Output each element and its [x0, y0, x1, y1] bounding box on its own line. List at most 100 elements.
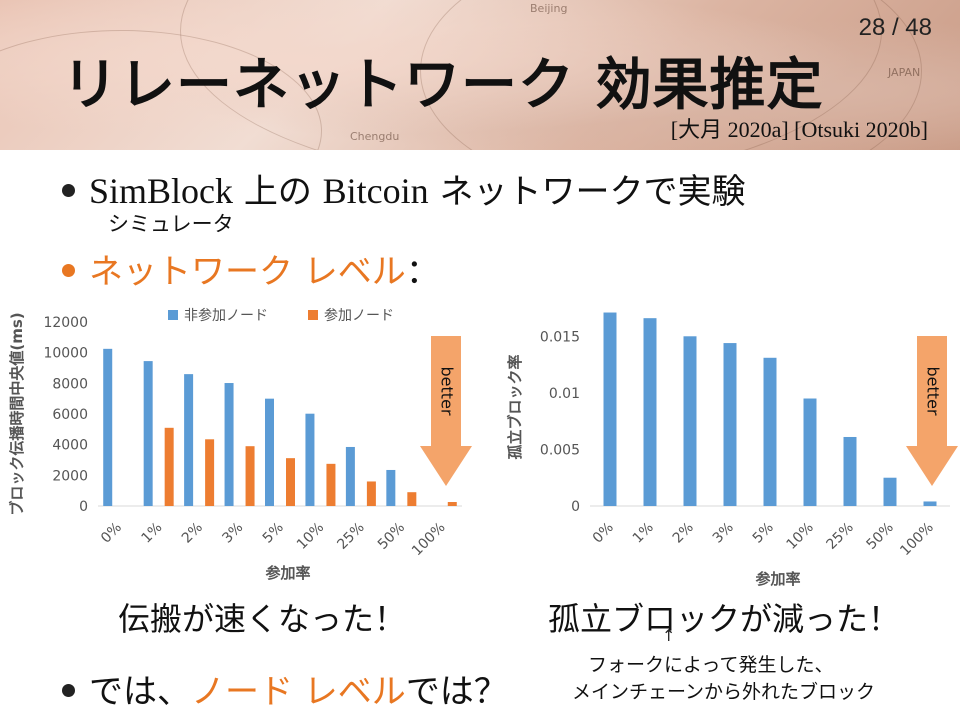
bar	[345, 446, 355, 506]
x-tick-label: 50%	[864, 520, 897, 553]
x-tick-label: 100%	[409, 520, 449, 560]
bar	[803, 398, 817, 506]
bar	[103, 348, 113, 506]
orphan-rate-chart: 0 0.005 0.01 0.015 0% 1% 2% 3% 5% 10% 25% 50% 100% 参加…	[506, 312, 958, 588]
caption-orphan: 孤立ブロックが減った！	[548, 600, 901, 638]
x-tick-label: 3%	[710, 520, 737, 547]
x-tick-label: 10%	[294, 520, 327, 553]
bar	[407, 492, 417, 506]
note-line: フォークによって発生した、	[588, 654, 834, 676]
note-line: メインチェーンから外れたブロック	[572, 681, 876, 703]
better-arrow	[420, 336, 472, 486]
x-tick-label: 0%	[590, 520, 617, 547]
x-tick-label: 5%	[750, 520, 777, 547]
x-tick-label: 1%	[630, 520, 657, 547]
simblock-text: SimBlock	[89, 171, 234, 211]
map-label: JAPAN	[888, 66, 921, 79]
x-tick-label: 1%	[138, 520, 165, 547]
bullet-text: では、	[89, 672, 191, 712]
legend-swatch-nonparticipating	[168, 310, 178, 320]
y-tick-label: 4000	[52, 438, 88, 454]
bar	[245, 446, 255, 506]
x-tick-label: 2%	[179, 520, 206, 547]
y-tick-label: 0.005	[540, 442, 580, 458]
bar	[883, 477, 897, 506]
better-label: better	[924, 367, 943, 416]
bullet-dot	[62, 264, 75, 277]
bar	[265, 398, 274, 506]
better-arrow-shape	[420, 336, 472, 486]
x-tick-label: 50%	[375, 520, 408, 553]
x-tick-label: 25%	[824, 520, 857, 553]
y-tick-label: 0	[79, 499, 88, 515]
bullet-dot	[62, 684, 75, 697]
x-tick-label: 10%	[784, 520, 817, 553]
y-tick-label: 2000	[52, 468, 88, 484]
x-axis-label: 参加率	[265, 564, 310, 582]
y-tick-label: 0.015	[540, 329, 580, 345]
bar	[184, 374, 194, 506]
x-tick-label: 100%	[897, 520, 937, 560]
y-tick-label: 10000	[43, 346, 88, 362]
bullet-network-level: ネットワーク レベル：	[62, 244, 440, 293]
caption-propagation: 伝搬が速くなった！	[118, 600, 407, 638]
better-label: better	[438, 367, 457, 416]
bar	[923, 501, 937, 506]
title-banner: Beijing JAPAN Chengdu 28 / 48 リレーネットワーク …	[0, 0, 960, 150]
propagation-time-chart: 0 2000 4000 6000 8000 10000 12000 0% 1% 2% 3% 5% 10%…	[8, 307, 472, 582]
x-tick-label: 5%	[260, 520, 287, 547]
map-label: Beijing	[530, 2, 568, 15]
bullet-text: では？	[405, 672, 508, 712]
legend-label-participating: 参加ノード	[324, 307, 394, 324]
references: [大月 2020a] [Otsuki 2020b]	[670, 117, 928, 142]
y-tick-label: 8000	[52, 376, 88, 392]
x-tick-label: 2%	[670, 520, 697, 547]
bar	[603, 312, 617, 506]
bitcoin-text: Bitcoin	[322, 171, 429, 211]
node-level-text: ノード レベル	[191, 672, 406, 712]
bullet-text: ネットワークで実験	[428, 172, 746, 212]
bar	[305, 413, 315, 506]
y-tick-label: 6000	[52, 407, 88, 423]
bar	[164, 427, 174, 506]
bar	[286, 458, 295, 506]
x-tick-label: 0%	[98, 520, 125, 547]
simulator-ruby: シミュレータ	[108, 212, 234, 236]
map-decoration	[420, 0, 922, 150]
y-tick-label: 0.01	[549, 386, 580, 402]
bar	[366, 481, 376, 506]
up-arrow-icon: ↑	[662, 626, 676, 645]
bar	[447, 502, 457, 506]
better-arrow-shape	[906, 336, 958, 486]
network-level-text: ネットワーク レベル	[89, 252, 406, 292]
bullet-text: 上の	[233, 172, 323, 212]
y-axis-label: 孤立ブロック率	[506, 354, 524, 459]
x-tick-label: 3%	[219, 520, 246, 547]
x-axis-label: 参加率	[755, 570, 800, 588]
slide-title: リレーネットワーク 効果推定	[62, 53, 824, 118]
better-arrow	[906, 336, 958, 486]
bar	[326, 463, 336, 506]
legend-label-nonparticipating: 非参加ノード	[184, 307, 268, 324]
bar	[386, 469, 396, 506]
orphan-definition-note: フォークによって発生した、 メインチェーンから外れたブロック	[572, 652, 875, 706]
page-number: 28 / 48	[858, 14, 932, 41]
bar	[643, 318, 657, 506]
bullet-dot	[62, 184, 75, 197]
bullet-node-level: では、ノード レベルでは？	[62, 664, 508, 713]
y-tick-label: 12000	[43, 315, 88, 331]
bullet-simblock: SimBlock 上の Bitcoin ネットワークで実験	[62, 164, 745, 213]
bar	[205, 439, 215, 506]
y-tick-label: 0	[571, 499, 580, 515]
legend-swatch-participating	[308, 310, 318, 320]
bar	[763, 357, 777, 506]
bar	[843, 436, 857, 506]
colon-text: ：	[405, 252, 440, 292]
bar	[143, 361, 153, 506]
bar	[224, 383, 234, 506]
bar	[683, 336, 697, 506]
bar	[723, 343, 737, 506]
map-label: Chengdu	[350, 130, 400, 143]
x-tick-label: 25%	[334, 520, 367, 553]
y-axis-label: ブロック伝播時間中央値(ms)	[8, 312, 26, 515]
